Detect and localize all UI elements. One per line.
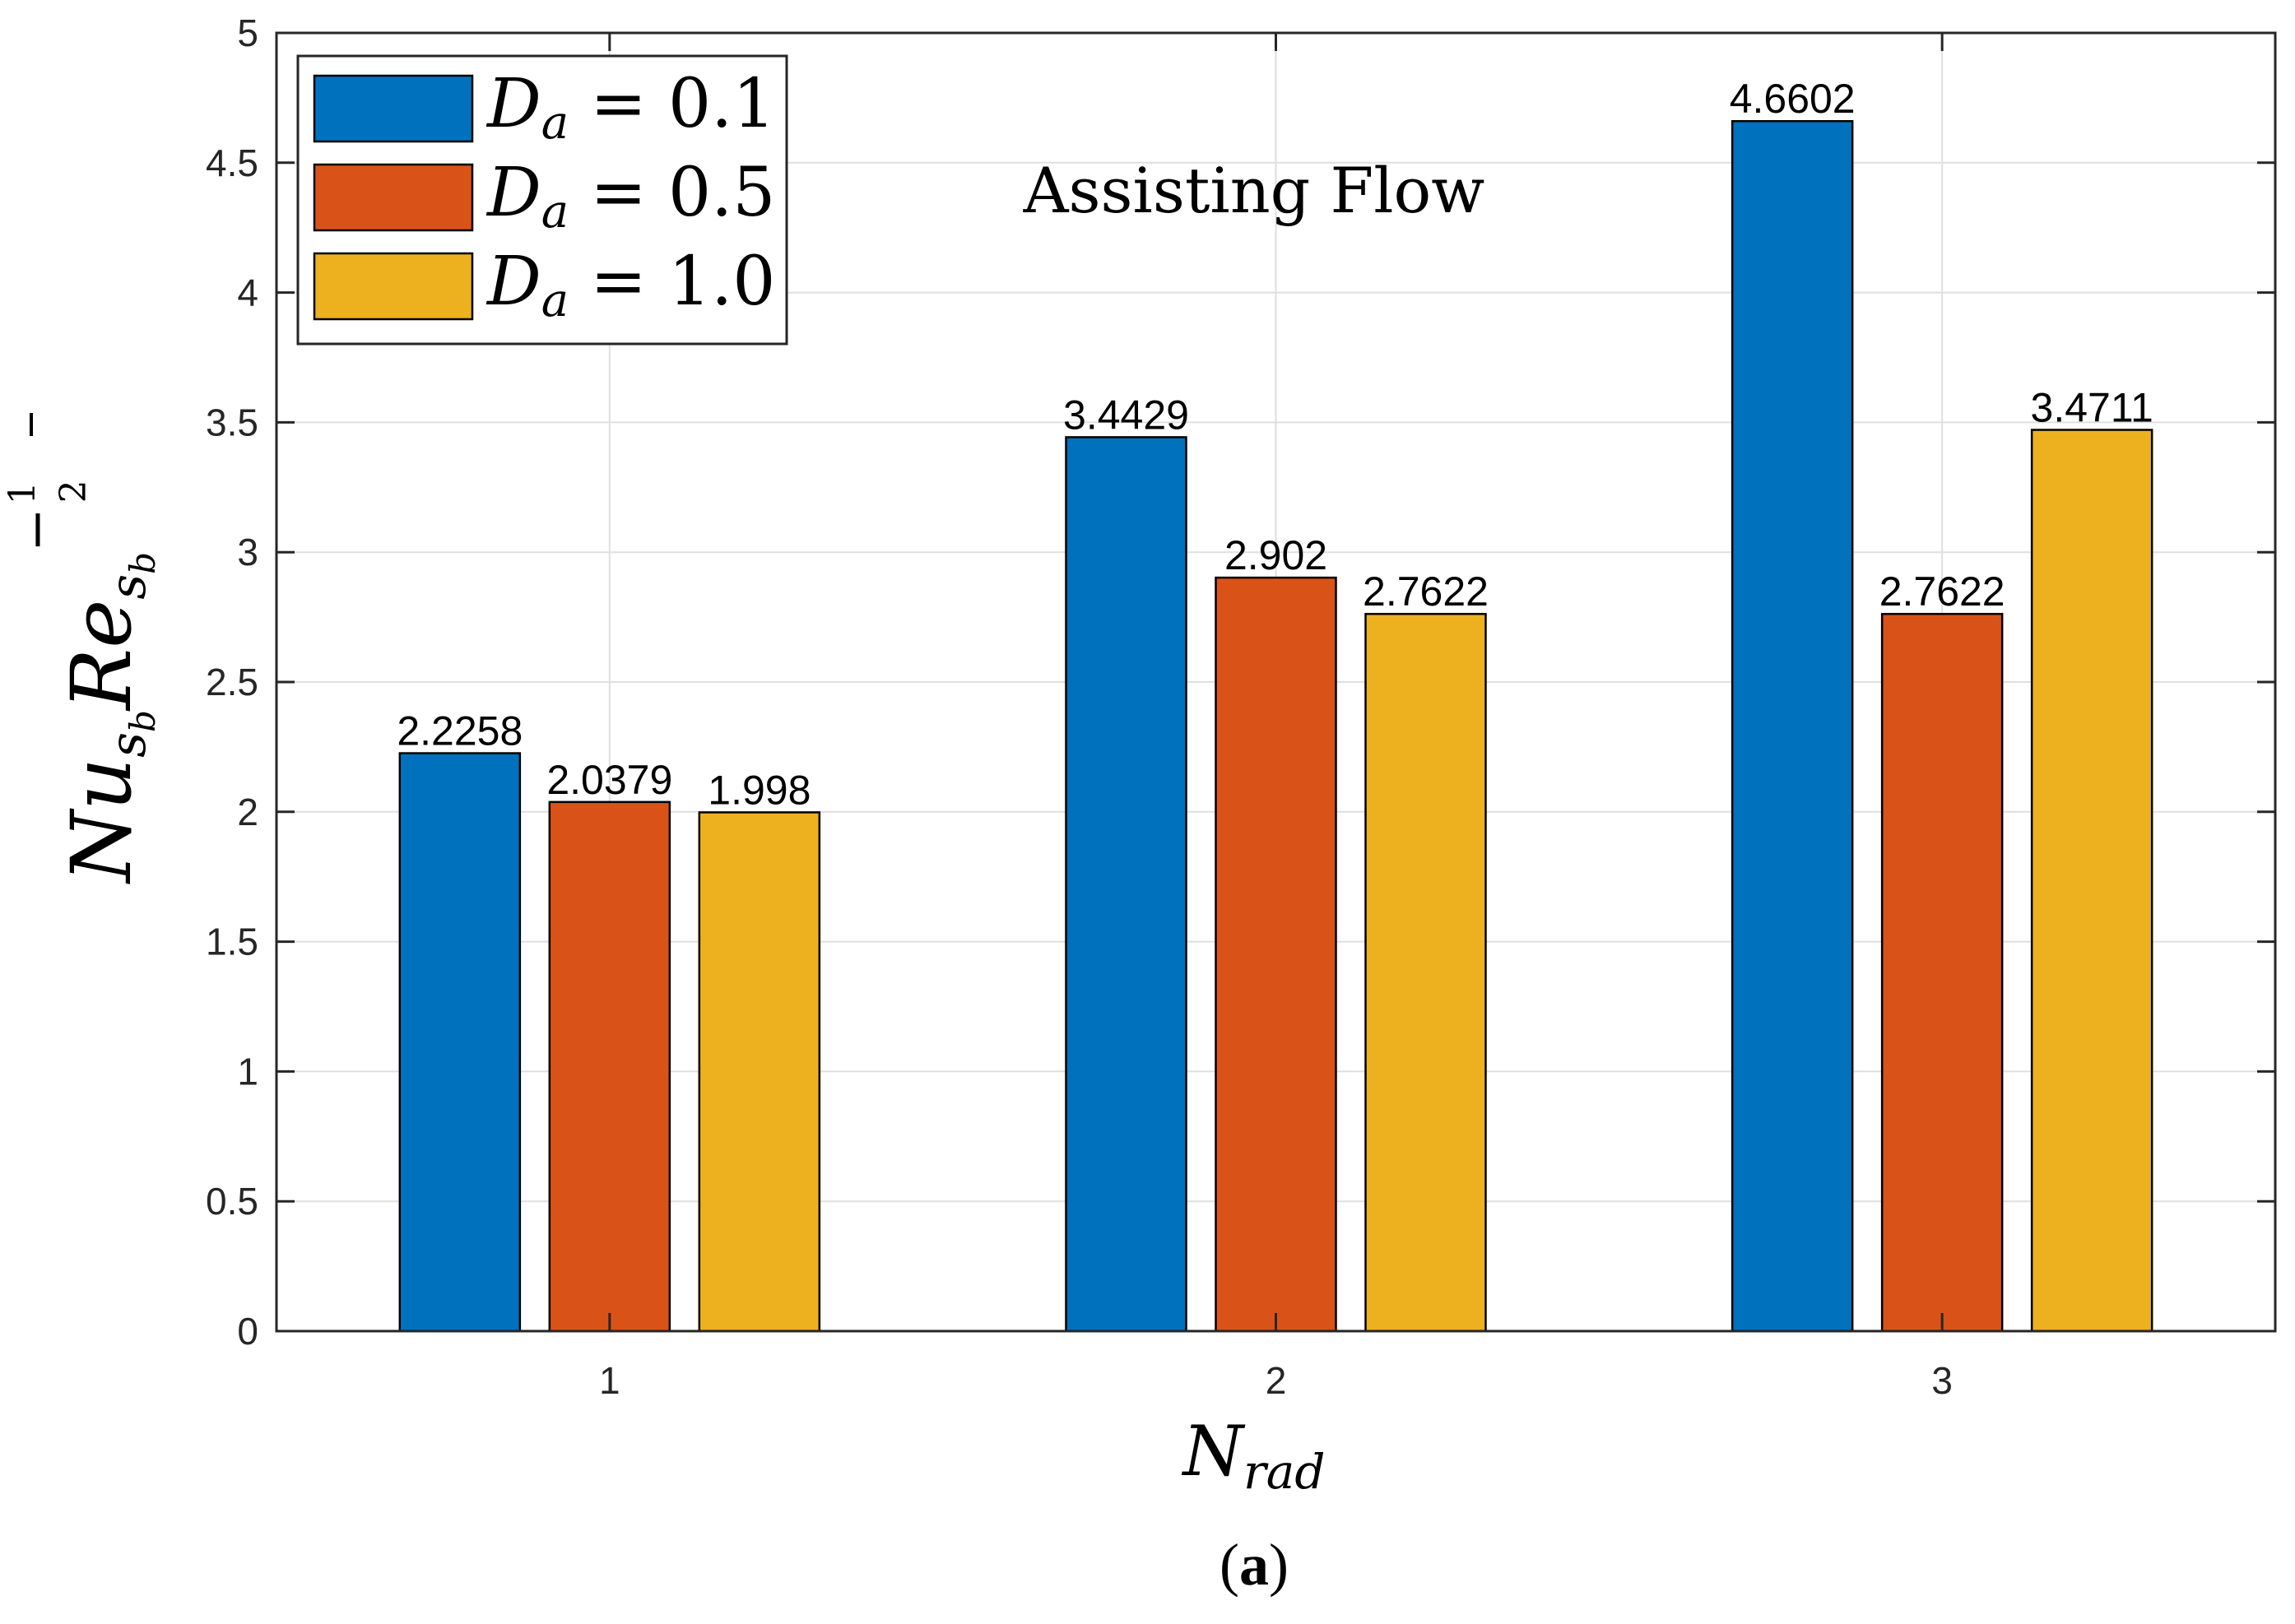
y-tick-label: 3 (237, 531, 258, 573)
legend-swatch (313, 163, 474, 232)
y-tick-label: 0.5 (206, 1180, 258, 1223)
bar (1731, 119, 1854, 1333)
legend-entries: Da = 0.1Da = 0.5Da = 1.0 (313, 65, 775, 327)
y-tick-label: 4 (237, 271, 258, 314)
legend-swatch (313, 74, 474, 143)
bar-value-label: 2.902 (1224, 532, 1327, 578)
y-tick-label: 1.5 (206, 921, 258, 963)
y-tick-label: 0 (237, 1310, 258, 1353)
legend-label: Da = 1.0 (485, 243, 775, 327)
bar-value-label: 2.7622 (1879, 568, 2005, 615)
y-tick-label: 4.5 (206, 142, 258, 184)
bar (1364, 612, 1487, 1333)
y-axis-label: NusbResb−1 2 (2, 413, 163, 884)
legend-label: Da = 0.5 (485, 154, 775, 239)
svg-text:NusbResb−12: NusbResb−1 2 (2, 480, 163, 884)
y-tick-label: 5 (237, 12, 258, 54)
bar (398, 752, 522, 1333)
bar-value-label: 3.4711 (2031, 385, 2153, 431)
bar-value-label: 2.2258 (397, 708, 523, 754)
bar (1215, 576, 1337, 1333)
bar-value-label: 1.998 (708, 767, 811, 813)
bar-value-label: 4.6602 (1730, 76, 1856, 122)
bar (1065, 436, 1187, 1333)
x-axis-ticks: 1 2 3 (599, 33, 1953, 1402)
chart-annotation: Assisting Flow (1023, 154, 1485, 227)
figure-caption: (a) (1220, 1532, 1289, 1598)
legend-swatch (313, 252, 474, 321)
legend: Da = 0.1Da = 0.5Da = 1.0 (296, 54, 788, 346)
x-tick-label: 2 (1266, 1359, 1287, 1402)
y-tick-label: 1 (237, 1050, 258, 1093)
y-tick-label: 2 (237, 791, 258, 833)
y-axis-ticks: 0 0.5 1 1.5 2 2.5 3 3.5 4 4.5 5 (206, 12, 2275, 1353)
bar (698, 811, 821, 1333)
y-tick-label: 3.5 (206, 401, 258, 443)
x-tick-label: 1 (599, 1359, 620, 1402)
bar (548, 800, 671, 1333)
bar (1880, 612, 2004, 1333)
bars (398, 119, 2153, 1333)
bar (2030, 429, 2153, 1333)
bar-value-label: 3.4429 (1063, 392, 1189, 438)
x-axis-label: Nrad (1182, 1411, 1326, 1500)
legend-label: Da = 0.1 (485, 65, 775, 150)
x-tick-label: 3 (1931, 1359, 1953, 1402)
data-labels: 2.2258 3.4429 4.6602 2.0379 2.902 2.7622 1.998… (397, 76, 2153, 813)
bar-value-label: 2.0379 (546, 757, 672, 803)
y-tick-label: 2.5 (206, 661, 258, 703)
bar-value-label: 2.7622 (1363, 568, 1489, 615)
